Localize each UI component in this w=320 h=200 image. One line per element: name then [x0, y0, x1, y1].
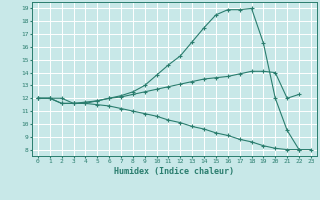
X-axis label: Humidex (Indice chaleur): Humidex (Indice chaleur): [115, 167, 234, 176]
